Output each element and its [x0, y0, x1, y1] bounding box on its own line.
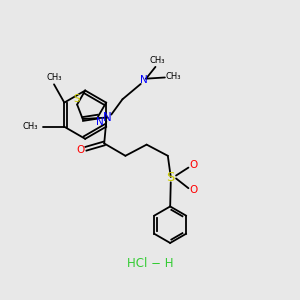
Text: N: N	[140, 75, 148, 85]
Text: CH₃: CH₃	[149, 56, 165, 65]
Text: N: N	[103, 111, 112, 124]
Text: CH₃: CH₃	[165, 71, 181, 80]
Text: O: O	[190, 185, 198, 195]
Text: O: O	[190, 160, 198, 170]
Text: HCl − H: HCl − H	[127, 257, 173, 270]
Text: CH₃: CH₃	[46, 74, 62, 82]
Text: S: S	[167, 170, 175, 184]
Text: S: S	[74, 94, 80, 104]
Text: CH₃: CH₃	[23, 122, 38, 131]
Text: N: N	[96, 117, 104, 127]
Text: O: O	[76, 145, 85, 155]
